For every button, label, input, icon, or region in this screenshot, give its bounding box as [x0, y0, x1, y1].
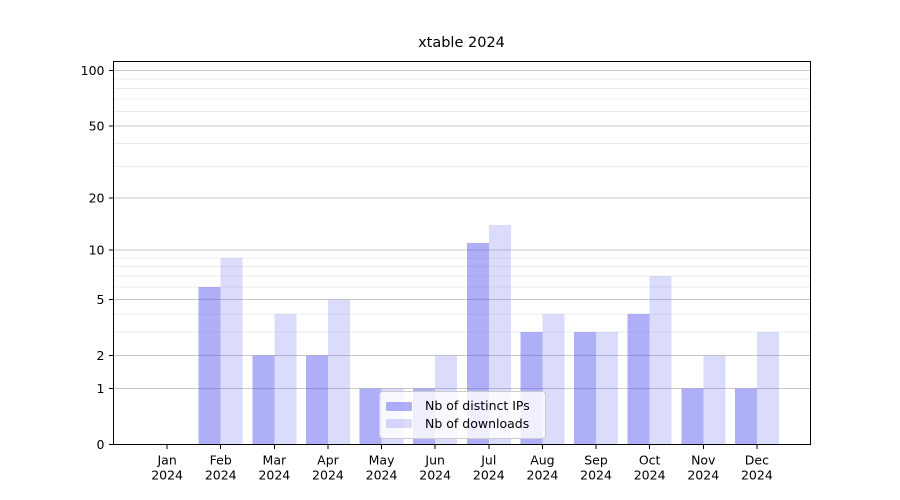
bar-1-sep [596, 332, 619, 445]
y-tick-label: 1 [97, 381, 105, 396]
x-tick-label-month: Oct [639, 453, 661, 468]
legend-item-distinct-ips: Nb of distinct IPs [386, 398, 538, 413]
x-tick-label-year: 2024 [366, 468, 398, 483]
x-tick-label-month: Aug [530, 453, 554, 468]
legend-label-distinct-ips: Nb of distinct IPs [425, 398, 530, 413]
x-tick-label-month: Jun [424, 453, 445, 468]
x-tick-label-month: Sep [584, 453, 608, 468]
x-tick-label-year: 2024 [419, 468, 451, 483]
x-tick-label-month: Jan [156, 453, 176, 468]
legend-swatch-distinct-ips [386, 401, 412, 411]
x-tick-label-year: 2024 [151, 468, 183, 483]
bar-1-nov [703, 355, 726, 445]
bar-0-dec [734, 388, 757, 445]
y-tick-label: 2 [97, 348, 105, 363]
x-tick-label-month: Nov [691, 453, 716, 468]
y-tick-label: 50 [89, 118, 105, 133]
x-tick-label-year: 2024 [205, 468, 237, 483]
x-tick-label-month: Feb [210, 453, 232, 468]
x-tick-label-month: Mar [263, 453, 287, 468]
bar-1-feb [220, 257, 243, 445]
legend-item-downloads: Nb of downloads [386, 415, 538, 431]
legend-label-downloads: Nb of downloads [425, 415, 530, 431]
y-tick-label: 0 [97, 437, 105, 452]
legend-swatch-downloads [386, 419, 412, 429]
y-tick-label: 10 [89, 243, 105, 258]
bar-0-mar [252, 355, 275, 445]
bar-0-apr [305, 355, 328, 445]
bar-1-dec [756, 332, 779, 445]
chart-legend: Nb of distinct IPs Nb of downloads [379, 391, 546, 439]
y-tick-label: 5 [97, 292, 105, 307]
y-tick-label: 100 [81, 63, 105, 78]
x-tick-label-year: 2024 [258, 468, 290, 483]
x-tick-label-year: 2024 [687, 468, 719, 483]
chart-title: xtable 2024 [418, 35, 505, 51]
axes-spines [113, 61, 811, 445]
x-tick-label-month: Jul [480, 453, 496, 468]
bar-1-mar [274, 314, 297, 445]
x-tick-label-month: Apr [317, 453, 339, 468]
y-tick-label: 20 [89, 190, 105, 205]
bar-1-apr [327, 299, 350, 445]
bar-1-jul [488, 225, 511, 445]
x-tick-label-year: 2024 [312, 468, 344, 483]
bar-0-sep [574, 332, 597, 445]
x-tick-label-year: 2024 [580, 468, 612, 483]
bar-0-nov [681, 388, 704, 445]
bar-0-oct [627, 314, 650, 445]
bar-0-feb [198, 286, 221, 445]
x-tick-label-year: 2024 [741, 468, 773, 483]
x-tick-label-month: May [369, 453, 395, 468]
bar-1-oct [649, 276, 672, 445]
x-tick-label-year: 2024 [473, 468, 505, 483]
x-tick-label-year: 2024 [634, 468, 666, 483]
x-tick-label-month: Dec [745, 453, 769, 468]
bar-1-aug [542, 314, 565, 445]
bar-0-may [359, 388, 382, 445]
x-tick-label-year: 2024 [527, 468, 559, 483]
